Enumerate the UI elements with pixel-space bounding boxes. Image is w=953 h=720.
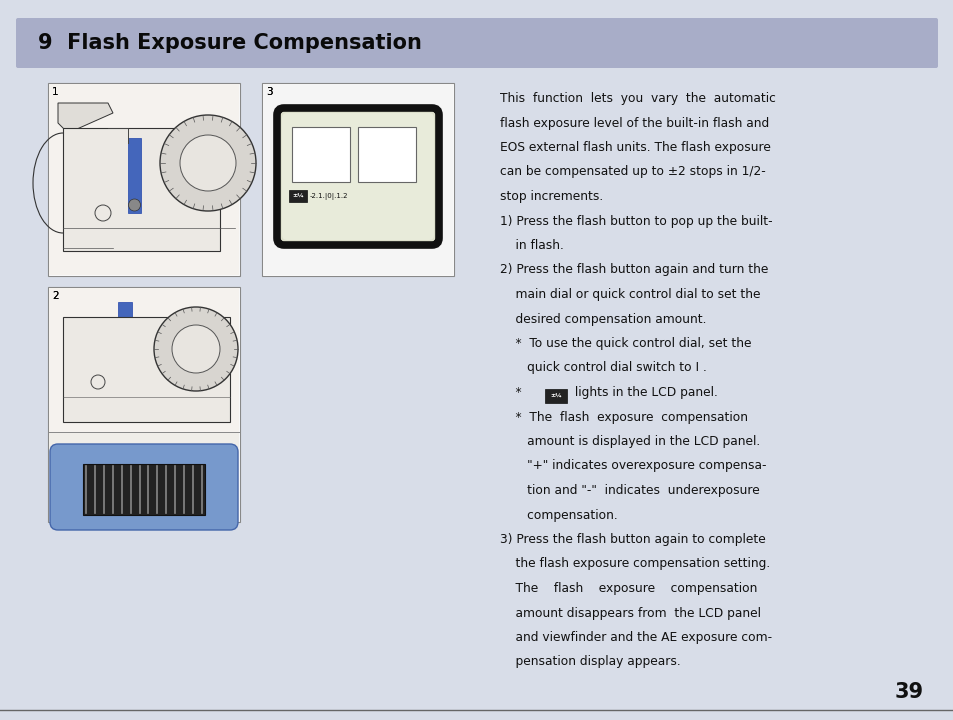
Bar (49, 84, 239, 275)
Text: EOS external flash units. The flash exposure: EOS external flash units. The flash expo… (499, 141, 770, 154)
Text: 1: 1 (52, 87, 58, 97)
Text: 3: 3 (266, 87, 273, 97)
Bar (63, 317, 230, 422)
Text: lights in the LCD panel.: lights in the LCD panel. (571, 386, 717, 399)
Bar (544, 389, 566, 403)
Text: 1: 1 (52, 87, 58, 97)
Bar (48, 287, 240, 522)
Bar (292, 127, 350, 182)
Text: 39: 39 (894, 682, 923, 702)
Text: tion and "-"  indicates  underexposure: tion and "-" indicates underexposure (499, 484, 759, 497)
Bar (83, 464, 205, 515)
Text: "+" indicates overexposure compensa-: "+" indicates overexposure compensa- (499, 459, 765, 472)
Circle shape (153, 307, 237, 391)
Bar (263, 84, 453, 275)
Circle shape (172, 325, 220, 373)
Circle shape (129, 199, 140, 211)
Text: 2: 2 (52, 291, 58, 301)
Text: 2: 2 (52, 291, 58, 301)
Text: 9  Flash Exposure Compensation: 9 Flash Exposure Compensation (38, 33, 421, 53)
Bar (357, 127, 416, 182)
Circle shape (180, 135, 235, 191)
Text: -2.1.|0|.1.2: -2.1.|0|.1.2 (310, 192, 348, 199)
Text: the flash exposure compensation setting.: the flash exposure compensation setting. (499, 557, 769, 570)
Text: can be compensated up to ±2 stops in 1/2-: can be compensated up to ±2 stops in 1/2… (499, 166, 765, 179)
Text: and viewfinder and the AE exposure com-: and viewfinder and the AE exposure com- (499, 631, 771, 644)
Text: The    flash    exposure    compensation: The flash exposure compensation (499, 582, 757, 595)
Text: This  function  lets  you  vary  the  automatic: This function lets you vary the automati… (499, 92, 775, 105)
Text: ±¼: ±¼ (550, 394, 561, 398)
Polygon shape (58, 103, 112, 133)
Bar (118, 302, 132, 382)
FancyBboxPatch shape (50, 444, 237, 530)
Bar (128, 138, 141, 213)
Text: *  The  flash  exposure  compensation: * The flash exposure compensation (499, 410, 747, 423)
Text: 1) Press the flash button to pop up the built-: 1) Press the flash button to pop up the … (499, 215, 772, 228)
Text: *: * (499, 386, 529, 399)
Text: quick control dial switch to I .: quick control dial switch to I . (499, 361, 706, 374)
Text: 3) Press the flash button again to complete: 3) Press the flash button again to compl… (499, 533, 765, 546)
Text: 3: 3 (266, 87, 273, 97)
Text: desired compensation amount.: desired compensation amount. (499, 312, 706, 325)
Text: amount disappears from  the LCD panel: amount disappears from the LCD panel (499, 606, 760, 619)
Text: 2) Press the flash button again and turn the: 2) Press the flash button again and turn… (499, 264, 767, 276)
Text: in flash.: in flash. (499, 239, 563, 252)
Text: *  To use the quick control dial, set the: * To use the quick control dial, set the (499, 337, 751, 350)
FancyBboxPatch shape (282, 113, 434, 240)
Text: stop increments.: stop increments. (499, 190, 602, 203)
Text: main dial or quick control dial to set the: main dial or quick control dial to set t… (499, 288, 760, 301)
Text: compensation.: compensation. (499, 508, 618, 521)
Bar (262, 83, 454, 276)
Bar (289, 190, 307, 202)
FancyBboxPatch shape (276, 108, 438, 245)
Bar (49, 288, 239, 432)
Text: pensation display appears.: pensation display appears. (499, 655, 680, 668)
Bar (49, 432, 239, 521)
Bar (63, 128, 220, 251)
Circle shape (160, 115, 255, 211)
FancyBboxPatch shape (16, 18, 937, 68)
Text: amount is displayed in the LCD panel.: amount is displayed in the LCD panel. (499, 435, 760, 448)
Text: ±¼: ±¼ (292, 194, 304, 199)
Circle shape (119, 370, 131, 382)
Text: flash exposure level of the built-in flash and: flash exposure level of the built-in fla… (499, 117, 768, 130)
Bar (48, 83, 240, 276)
